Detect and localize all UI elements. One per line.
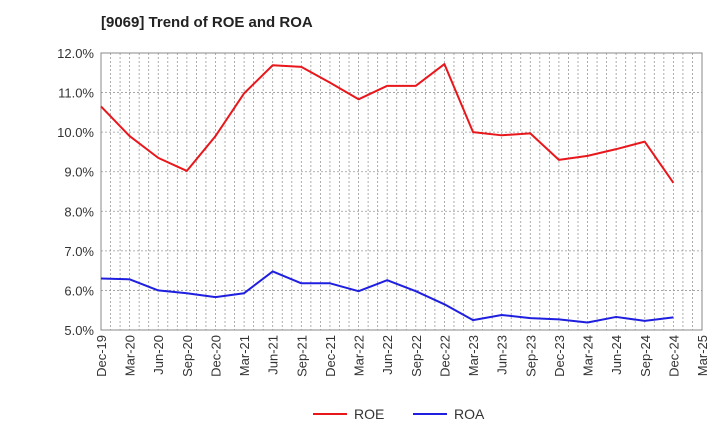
series-line-roe (100, 63, 675, 184)
y-tick-label: 8.0% (64, 204, 94, 219)
x-tick-label: Jun-23 (495, 335, 510, 375)
x-tick-label: Dec-21 (323, 335, 338, 377)
x-tick-label: Sep-22 (409, 335, 424, 377)
y-tick-label: 10.0% (57, 125, 94, 140)
series-line-roa (100, 270, 674, 324)
x-tick-label: Dec-20 (208, 335, 223, 377)
y-tick-label: 7.0% (64, 244, 94, 259)
x-tick-label: Sep-24 (638, 335, 653, 377)
x-tick-label: Mar-24 (581, 335, 596, 376)
x-tick-label: Dec-23 (552, 335, 567, 377)
plot-area (101, 53, 702, 330)
x-tick-label: Jun-22 (380, 335, 395, 375)
x-tick-label: Dec-24 (666, 335, 681, 377)
y-tick-label: 12.0% (57, 46, 94, 61)
chart-title: [9069] Trend of ROE and ROA (101, 14, 313, 31)
x-tick-label: Mar-25 (695, 335, 710, 376)
y-tick-label: 5.0% (64, 323, 94, 338)
y-tick-label: 6.0% (64, 283, 94, 298)
x-tick-label: Jun-20 (151, 335, 166, 375)
x-tick-label: Jun-21 (266, 335, 281, 375)
x-tick-label: Mar-22 (352, 335, 367, 376)
x-tick-label: Sep-23 (523, 335, 538, 377)
x-tick-label: Mar-20 (123, 335, 138, 376)
x-tick-label: Jun-24 (609, 335, 624, 375)
x-tick-label: Mar-21 (237, 335, 252, 376)
x-tick-label: Dec-22 (437, 335, 452, 377)
plot-border (100, 52, 703, 331)
y-tick-label: 9.0% (64, 165, 94, 180)
x-tick-label: Dec-19 (94, 335, 109, 377)
x-tick-label: Sep-20 (180, 335, 195, 377)
x-tick-label: Mar-23 (466, 335, 481, 376)
y-tick-label: 11.0% (58, 86, 94, 101)
legend-label-roa: ROA (454, 406, 485, 422)
legend-label-roe: ROE (354, 406, 384, 422)
x-tick-label: Sep-21 (294, 335, 309, 377)
